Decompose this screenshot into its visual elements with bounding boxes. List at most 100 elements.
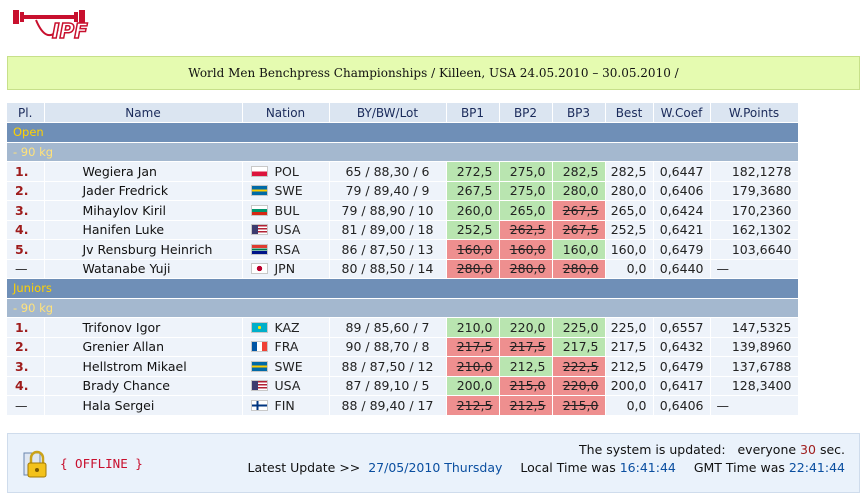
bp1-attempt: 212,5 <box>446 395 500 416</box>
place-cell: 2. <box>7 181 45 201</box>
bp2-attempt: 220,0 <box>499 317 553 338</box>
col-header-wpoints[interactable]: W.Points <box>710 103 799 123</box>
bp3-attempt: 220,0 <box>552 376 606 396</box>
wilks-coef: 0,6424 <box>653 200 711 221</box>
nation-cell: USA <box>242 220 330 240</box>
category-label: Open <box>7 122 798 143</box>
place-cell: 5. <box>7 239 45 260</box>
flag-icon-pol <box>250 165 268 177</box>
offline-status: { OFFLINE } <box>60 456 143 471</box>
flag-icon-swe <box>250 185 268 197</box>
flag-icon-fin <box>250 399 268 411</box>
col-header-by-bw-lot[interactable]: BY/BW/Lot <box>329 103 447 123</box>
wilks-coef: 0,6406 <box>653 181 711 201</box>
table-row[interactable]: 4. Hanifen Luke USA 81 / 89,00 / 18 252,5 262… <box>7 220 799 240</box>
wilks-points: 170,2360 <box>710 200 799 221</box>
nation-cell: BUL <box>242 200 330 221</box>
bp2-attempt: 160,0 <box>499 239 553 260</box>
bp2-attempt: 280,0 <box>499 259 553 279</box>
weight-class-label: - 90 kg <box>7 298 798 318</box>
wilks-points: 103,6640 <box>710 239 799 260</box>
bp2-attempt: 275,0 <box>499 161 553 182</box>
nation-cell: KAZ <box>242 317 330 338</box>
category-label: Juniors <box>7 278 798 299</box>
nation-cell: RSA <box>242 239 330 260</box>
athlete-name: Watanabe Yuji <box>44 259 243 279</box>
athlete-name: Jader Fredrick <box>44 181 243 201</box>
table-row[interactable]: 1. Wegiera Jan POL 65 / 88,30 / 6 272,5 275,0… <box>7 161 799 182</box>
col-header-name[interactable]: Name <box>44 103 243 123</box>
update-interval: The system is updated: everyone 30 sec. <box>579 442 845 457</box>
col-header-nation[interactable]: Nation <box>242 103 330 123</box>
table-header-row: Pl. Name Nation BY/BW/Lot BP1 BP2 BP3 Be… <box>7 103 799 123</box>
weight-class-label: - 90 kg <box>7 142 798 162</box>
athlete-name: Wegiera Jan <box>44 161 243 182</box>
col-header-place[interactable]: Pl. <box>7 103 45 123</box>
by-bw-lot-cell: 86 / 87,50 / 13 <box>329 239 447 260</box>
bp3-attempt: 280,0 <box>552 259 606 279</box>
table-row[interactable]: — Hala Sergei FIN 88 / 89,40 / 17 212,5 212,5… <box>7 395 799 416</box>
wilks-coef: 0,6440 <box>653 259 711 279</box>
nation-code: JPN <box>274 261 296 277</box>
place-cell: 1. <box>7 317 45 338</box>
table-row[interactable]: 4. Brady Chance USA 87 / 89,10 / 5 200,0 215,… <box>7 376 799 396</box>
wilks-points: — <box>710 259 799 279</box>
wilks-points: 139,8960 <box>710 337 799 357</box>
athlete-name: Hanifen Luke <box>44 220 243 240</box>
col-header-wcoef[interactable]: W.Coef <box>653 103 711 123</box>
best-lift: 217,5 <box>605 337 654 357</box>
place-cell: 4. <box>7 220 45 240</box>
bp1-attempt: 252,5 <box>446 220 500 240</box>
local-label: Local Time was <box>520 460 616 475</box>
table-row[interactable]: 2. Jader Fredrick SWE 79 / 89,40 / 9 267,5 27… <box>7 181 799 201</box>
table-row[interactable]: — Watanabe Yuji JPN 80 / 88,50 / 14 280,0 280… <box>7 259 799 279</box>
col-header-bp3[interactable]: BP3 <box>552 103 606 123</box>
flag-icon-fra <box>250 341 268 353</box>
bp3-attempt: 222,5 <box>552 356 606 377</box>
col-header-bp1[interactable]: BP1 <box>446 103 500 123</box>
nation-code: KAZ <box>274 319 300 335</box>
weight-class-row: - 90 kg <box>7 142 798 162</box>
bp1-attempt: 160,0 <box>446 239 500 260</box>
wilks-points: 137,6788 <box>710 356 799 377</box>
wilks-coef: 0,6406 <box>653 395 711 416</box>
ipf-logo[interactable]: IPF <box>10 4 102 44</box>
by-bw-lot-cell: 65 / 88,30 / 6 <box>329 161 447 182</box>
table-row[interactable]: 2. Grenier Allan FRA 90 / 88,70 / 8 217,5 217… <box>7 337 799 357</box>
best-lift: 282,5 <box>605 161 654 182</box>
bp2-attempt: 215,0 <box>499 376 553 396</box>
table-row[interactable]: 5. Jv Rensburg Heinrich RSA 86 / 87,50 / 13… <box>7 239 799 260</box>
by-bw-lot-cell: 79 / 89,40 / 9 <box>329 181 447 201</box>
latest-value: 27/05/2010 Thursday <box>368 460 503 475</box>
bp3-attempt: 282,5 <box>552 161 606 182</box>
wilks-points: 162,1302 <box>710 220 799 240</box>
bp2-attempt: 217,5 <box>499 337 553 357</box>
wilks-coef: 0,6479 <box>653 356 711 377</box>
table-row[interactable]: 3. Mihaylov Kiril BUL 79 / 88,90 / 10 260,0 2… <box>7 200 799 221</box>
col-header-best[interactable]: Best <box>605 103 654 123</box>
weight-class-row: - 90 kg <box>7 298 798 318</box>
flag-icon-usa <box>250 224 268 236</box>
update-unit: sec. <box>819 442 845 457</box>
bp2-attempt: 212,5 <box>499 356 553 377</box>
latest-label: Latest Update >> <box>247 460 361 475</box>
bp1-attempt: 267,5 <box>446 181 500 201</box>
bp1-attempt: 260,0 <box>446 200 500 221</box>
by-bw-lot-cell: 90 / 88,70 / 8 <box>329 337 447 357</box>
place-cell: 3. <box>7 200 45 221</box>
logo-text: IPF <box>52 19 88 43</box>
col-header-bp2[interactable]: BP2 <box>499 103 553 123</box>
table-row[interactable]: 3. Hellstrom Mikael SWE 88 / 87,50 / 12 210,… <box>7 356 799 377</box>
bp3-attempt: 267,5 <box>552 220 606 240</box>
category-row: Open <box>7 122 798 143</box>
place-cell: — <box>7 395 45 416</box>
table-row[interactable]: 1. Trifonov Igor KAZ 89 / 85,60 / 7 210,0 220… <box>7 317 799 338</box>
by-bw-lot-cell: 79 / 88,90 / 10 <box>329 200 447 221</box>
bp1-attempt: 217,5 <box>446 337 500 357</box>
best-lift: 160,0 <box>605 239 654 260</box>
bp3-attempt: 280,0 <box>552 181 606 201</box>
nation-code: POL <box>274 163 299 179</box>
by-bw-lot-cell: 88 / 87,50 / 12 <box>329 356 447 377</box>
bp3-attempt: 267,5 <box>552 200 606 221</box>
lock-icon <box>23 450 47 478</box>
